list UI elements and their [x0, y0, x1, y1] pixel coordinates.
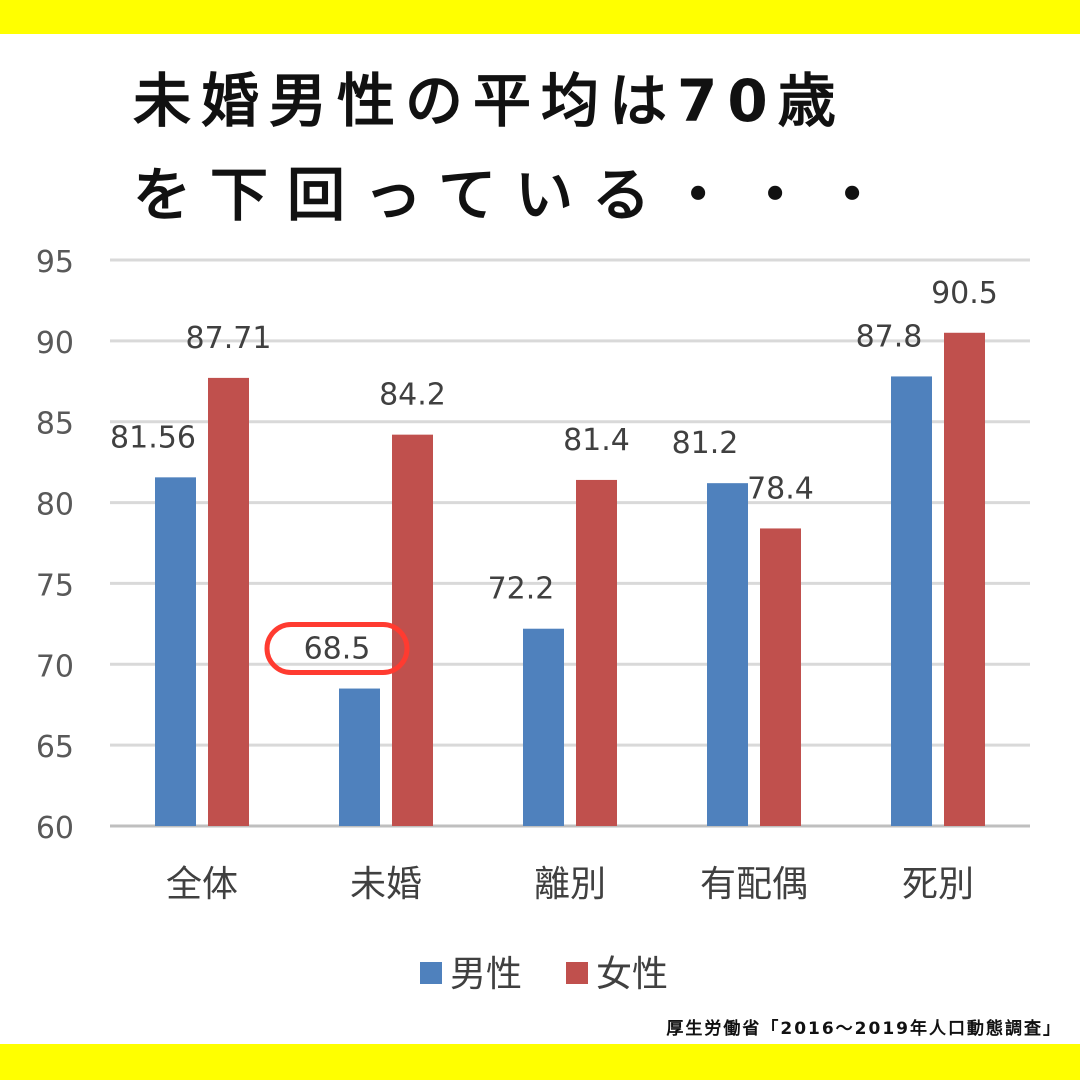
- y-tick-label: 60: [36, 811, 74, 846]
- x-category-label: 全体: [166, 864, 238, 905]
- highlight-ellipse: [264, 622, 410, 676]
- y-tick-label: 70: [36, 649, 74, 684]
- bar: [576, 479, 617, 826]
- legend-label: 男性: [450, 954, 522, 995]
- bar: [891, 376, 932, 826]
- data-label: 87.71: [186, 321, 272, 356]
- x-category-label: 死別: [902, 864, 974, 905]
- data-label: 90.5: [931, 276, 998, 311]
- top-yellow-band: [0, 0, 1080, 34]
- bar: [208, 377, 249, 826]
- data-label: 81.2: [672, 426, 739, 461]
- bottom-yellow-band: [0, 1044, 1080, 1080]
- x-category-label: 有配偶: [700, 864, 808, 905]
- y-tick-label: 90: [36, 326, 74, 361]
- bar: [155, 477, 196, 826]
- data-label: 68.5: [304, 632, 371, 667]
- headline-line-1: 未婚男性の平均は70歳: [133, 67, 846, 135]
- x-category-label: 未婚: [350, 864, 422, 905]
- bar: [523, 628, 564, 826]
- data-label: 84.2: [379, 378, 446, 413]
- y-tick-label: 95: [36, 245, 74, 280]
- data-label: 81.56: [110, 420, 196, 455]
- data-label: 78.4: [747, 471, 814, 506]
- data-label: 87.8: [856, 319, 923, 354]
- y-tick-label: 80: [36, 488, 74, 523]
- x-category-label: 離別: [534, 864, 606, 905]
- source-note: 厚生労働省「2016〜2019年人口動態調査」: [666, 1019, 1062, 1039]
- bar: [339, 688, 380, 826]
- y-tick-label: 85: [36, 407, 74, 442]
- data-label: 72.2: [488, 572, 555, 607]
- y-tick-label: 65: [36, 730, 74, 765]
- legend-label: 女性: [596, 954, 668, 995]
- data-label: 81.4: [563, 423, 630, 458]
- bar: [944, 332, 985, 826]
- y-tick-label: 75: [36, 568, 74, 603]
- legend-swatch: [420, 962, 442, 984]
- headline-line-2: を下回っている・・・: [133, 161, 901, 229]
- bar: [760, 528, 801, 826]
- bar: [707, 483, 748, 826]
- legend-swatch: [566, 962, 588, 984]
